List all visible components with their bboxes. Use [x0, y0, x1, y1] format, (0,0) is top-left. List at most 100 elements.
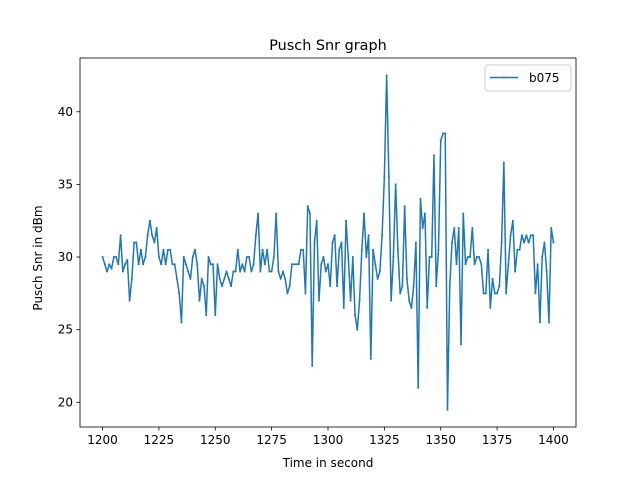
- data-point: [193, 248, 196, 251]
- data-point: [133, 241, 136, 244]
- data-point: [144, 256, 147, 259]
- data-point: [175, 277, 178, 280]
- data-point: [259, 270, 262, 273]
- data-point: [444, 132, 447, 135]
- data-point: [367, 234, 370, 237]
- data-point: [221, 285, 224, 288]
- data-point: [399, 292, 402, 295]
- data-point: [529, 234, 532, 237]
- data-point: [324, 270, 327, 273]
- data-point: [146, 234, 149, 237]
- data-point: [293, 263, 296, 266]
- data-point: [169, 248, 172, 251]
- data-point: [396, 248, 399, 251]
- data-point: [390, 299, 393, 302]
- data-point: [469, 256, 472, 259]
- y-tick-label: 25: [58, 323, 73, 337]
- data-point: [115, 256, 118, 259]
- data-point: [525, 234, 528, 237]
- data-point: [212, 263, 215, 266]
- data-point: [354, 314, 357, 317]
- data-point: [218, 277, 221, 280]
- data-point: [342, 306, 345, 309]
- data-point: [412, 285, 415, 288]
- data-point: [417, 386, 420, 389]
- data-point: [164, 263, 167, 266]
- data-point: [198, 299, 201, 302]
- data-point: [205, 314, 208, 317]
- data-point: [432, 154, 435, 157]
- data-point: [365, 256, 368, 259]
- data-point: [410, 306, 413, 309]
- data-point: [347, 256, 350, 259]
- data-point: [478, 256, 481, 259]
- data-point: [448, 285, 451, 288]
- y-tick-label: 40: [58, 105, 73, 119]
- data-point: [166, 248, 169, 251]
- data-point: [196, 263, 199, 266]
- data-point: [392, 256, 395, 259]
- data-point: [466, 256, 469, 259]
- data-point: [464, 263, 467, 266]
- data-point: [419, 197, 422, 200]
- y-tick-label: 35: [58, 177, 73, 191]
- data-point: [232, 270, 235, 273]
- data-point: [331, 241, 334, 244]
- data-point: [552, 241, 555, 244]
- data-point: [230, 285, 233, 288]
- data-point: [302, 248, 305, 251]
- data-point: [545, 270, 548, 273]
- data-point: [277, 270, 280, 273]
- plot-area: [79, 57, 577, 428]
- data-point: [383, 176, 386, 179]
- legend-marker-sample: [503, 76, 505, 79]
- data-point: [345, 219, 348, 222]
- data-point: [455, 263, 458, 266]
- data-point: [403, 205, 406, 208]
- data-point: [376, 277, 379, 280]
- data-point: [252, 263, 255, 266]
- data-point: [128, 299, 131, 302]
- x-tick-label: 1350: [425, 433, 456, 447]
- data-point: [538, 321, 541, 324]
- data-point: [374, 263, 377, 266]
- data-point: [457, 226, 460, 229]
- data-point: [475, 256, 478, 259]
- data-point: [311, 364, 314, 367]
- data-point: [121, 270, 124, 273]
- data-point: [547, 321, 550, 324]
- data-point: [520, 234, 523, 237]
- data-point: [239, 270, 242, 273]
- y-tick-label: 20: [58, 395, 73, 409]
- data-point: [214, 314, 217, 317]
- data-point: [225, 270, 228, 273]
- data-point: [460, 343, 463, 346]
- data-point: [320, 263, 323, 266]
- data-point: [216, 263, 219, 266]
- data-point: [272, 256, 275, 259]
- x-tick-label: 1375: [482, 433, 513, 447]
- legend-entry-b075: b075: [529, 71, 560, 85]
- data-point: [153, 241, 156, 244]
- data-point: [209, 263, 212, 266]
- data-point: [516, 248, 519, 251]
- data-point: [356, 328, 359, 331]
- data-point: [126, 258, 129, 261]
- data-point: [426, 306, 429, 309]
- data-point: [139, 248, 142, 251]
- data-point: [430, 256, 433, 259]
- data-point: [281, 270, 284, 273]
- data-point: [543, 241, 546, 244]
- data-point: [241, 263, 244, 266]
- legend: b075: [484, 64, 572, 92]
- x-axis: 1200 1225 1250 1275 1300 1325 1350 1375 1400: [87, 427, 569, 447]
- data-point: [297, 263, 300, 266]
- data-point: [372, 248, 375, 251]
- data-point: [261, 248, 264, 251]
- data-point: [496, 292, 499, 295]
- data-point: [299, 248, 302, 251]
- data-point: [534, 292, 537, 295]
- data-point: [473, 263, 476, 266]
- data-point: [295, 263, 298, 266]
